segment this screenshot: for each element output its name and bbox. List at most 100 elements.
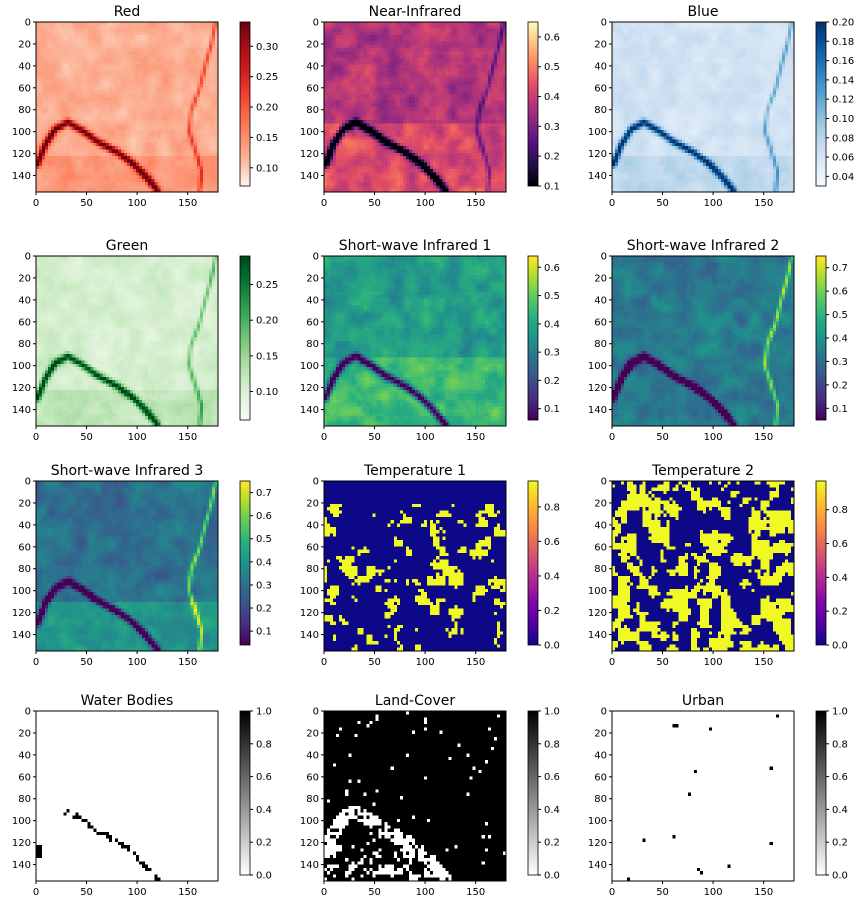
y-tick-label: 60 bbox=[594, 83, 607, 94]
colorbar-tick-label: 0.7 bbox=[256, 488, 272, 499]
y-tick-label: 20 bbox=[594, 273, 607, 284]
y-tick-label: 0 bbox=[25, 707, 31, 718]
y-tick-label: 80 bbox=[18, 339, 31, 350]
colorbar-tick-label: 0.5 bbox=[544, 291, 560, 302]
colorbar-tick-label: 0.4 bbox=[544, 319, 560, 330]
y-tick-label: 20 bbox=[594, 728, 607, 739]
x-tick-label: 0 bbox=[321, 657, 327, 668]
y-tick-label: 40 bbox=[594, 295, 607, 306]
y-tick-label: 140 bbox=[12, 630, 31, 641]
x-tick-label: 150 bbox=[466, 198, 485, 209]
panel-title: Water Bodies bbox=[81, 693, 174, 709]
panel-title: Blue bbox=[688, 4, 719, 20]
heatmap-image bbox=[324, 22, 506, 192]
y-tick-label: 20 bbox=[306, 728, 319, 739]
y-tick-label: 120 bbox=[12, 383, 31, 394]
y-tick-label: 140 bbox=[588, 630, 607, 641]
x-tick-label: 100 bbox=[704, 887, 723, 898]
y-tick-label: 0 bbox=[601, 252, 607, 263]
colorbar-tick-label: 0.5 bbox=[256, 534, 272, 545]
colorbar-tick-label: 0.4 bbox=[544, 571, 560, 582]
colorbar-tick-label: 0.8 bbox=[544, 502, 560, 513]
y-tick-label: 120 bbox=[300, 383, 319, 394]
axes-frame bbox=[35, 710, 219, 882]
y-tick-label: 100 bbox=[300, 127, 319, 138]
colorbar-tick-label: 0.12 bbox=[832, 95, 854, 106]
x-tick-label: 0 bbox=[321, 198, 327, 209]
x-tick-label: 100 bbox=[704, 657, 723, 668]
heatmap-image bbox=[612, 22, 794, 192]
colorbar-tick-label: 0.6 bbox=[256, 772, 272, 783]
axes-frame bbox=[35, 255, 219, 427]
colorbar-tick-label: 0.0 bbox=[544, 641, 560, 652]
x-tick-label: 0 bbox=[33, 887, 39, 898]
colorbar-tick-label: 0.4 bbox=[832, 334, 848, 345]
y-tick-label: 40 bbox=[18, 61, 31, 72]
y-tick-label: 80 bbox=[306, 339, 319, 350]
panel-title: Red bbox=[114, 4, 141, 20]
x-tick-label: 50 bbox=[368, 198, 381, 209]
y-tick-label: 140 bbox=[300, 171, 319, 182]
colorbar-tick-label: 0.6 bbox=[832, 772, 848, 783]
y-tick-label: 20 bbox=[594, 39, 607, 50]
y-tick-label: 20 bbox=[18, 39, 31, 50]
x-tick-label: 0 bbox=[33, 657, 39, 668]
colorbar-tick-label: 0.1 bbox=[832, 404, 848, 415]
y-tick-label: 60 bbox=[18, 317, 31, 328]
heatmap-panel: Short-wave Infrared 1 0 20 40 60 80 100 120 140 0… bbox=[300, 238, 560, 443]
y-tick-label: 100 bbox=[588, 127, 607, 138]
y-tick-label: 120 bbox=[300, 608, 319, 619]
y-tick-label: 0 bbox=[601, 477, 607, 488]
colorbar-tick-label: 0.2 bbox=[544, 152, 560, 163]
y-tick-label: 140 bbox=[300, 630, 319, 641]
y-tick-label: 140 bbox=[588, 171, 607, 182]
colorbar-tick-label: 0.2 bbox=[544, 838, 560, 849]
y-tick-label: 80 bbox=[594, 105, 607, 116]
y-tick-label: 100 bbox=[588, 361, 607, 372]
colorbar-tick-label: 0.8 bbox=[544, 739, 560, 750]
x-tick-label: 150 bbox=[466, 657, 485, 668]
colorbar bbox=[239, 21, 251, 187]
colorbar-tick-label: 0.4 bbox=[256, 557, 272, 568]
heatmap-panel: Urban 0 20 40 60 80 100 120 140 0 50 100 150 0.0 0.2 0.… bbox=[588, 693, 848, 898]
y-tick-label: 100 bbox=[12, 361, 31, 372]
x-tick-label: 50 bbox=[80, 198, 93, 209]
heatmap-panel: Red 0 20 40 60 80 100 120 140 0 50 100 150 0.10 0.15 0.… bbox=[12, 4, 278, 209]
panel-title: Temperature 2 bbox=[651, 463, 754, 479]
panel-title: Land-Cover bbox=[375, 693, 455, 709]
colorbar-tick-label: 0.2 bbox=[832, 607, 848, 618]
x-tick-label: 50 bbox=[656, 198, 669, 209]
heatmap-panel: Water Bodies 0 20 40 60 80 100 120 140 0 50 100 150 0… bbox=[12, 693, 272, 898]
x-tick-label: 0 bbox=[321, 432, 327, 443]
x-tick-label: 100 bbox=[128, 657, 147, 668]
colorbar bbox=[239, 480, 251, 646]
axes-frame bbox=[323, 255, 507, 427]
axes-frame bbox=[35, 21, 219, 193]
panel-title: Near-Infrared bbox=[369, 4, 462, 20]
y-tick-label: 100 bbox=[300, 816, 319, 827]
y-tick-label: 20 bbox=[18, 728, 31, 739]
colorbar-tick-label: 0.6 bbox=[544, 772, 560, 783]
y-tick-label: 80 bbox=[594, 339, 607, 350]
heatmap-panel: Green 0 20 40 60 80 100 120 140 0 50 100 150 0.10 0.15… bbox=[12, 238, 278, 443]
heatmap-panel: Land-Cover 0 20 40 60 80 100 120 140 0 50 100 150 0.0… bbox=[300, 693, 560, 898]
colorbar-tick-label: 0.20 bbox=[832, 18, 854, 29]
x-tick-label: 50 bbox=[368, 657, 381, 668]
y-tick-label: 120 bbox=[588, 608, 607, 619]
colorbar-tick-label: 0.3 bbox=[832, 357, 848, 368]
x-tick-label: 0 bbox=[609, 432, 615, 443]
y-tick-label: 100 bbox=[300, 586, 319, 597]
colorbar-tick-label: 0.04 bbox=[832, 172, 854, 183]
colorbar-tick-label: 0.4 bbox=[832, 805, 848, 816]
y-tick-label: 140 bbox=[300, 860, 319, 871]
colorbar-tick-label: 0.4 bbox=[832, 573, 848, 584]
y-tick-label: 0 bbox=[25, 477, 31, 488]
y-tick-label: 0 bbox=[313, 252, 319, 263]
y-tick-label: 0 bbox=[313, 18, 319, 29]
colorbar-tick-label: 0.10 bbox=[256, 163, 278, 174]
x-tick-label: 100 bbox=[416, 432, 435, 443]
colorbar bbox=[239, 710, 251, 876]
heatmap-image bbox=[324, 481, 506, 651]
panel-title: Short-wave Infrared 3 bbox=[51, 463, 204, 479]
y-tick-label: 80 bbox=[306, 564, 319, 575]
